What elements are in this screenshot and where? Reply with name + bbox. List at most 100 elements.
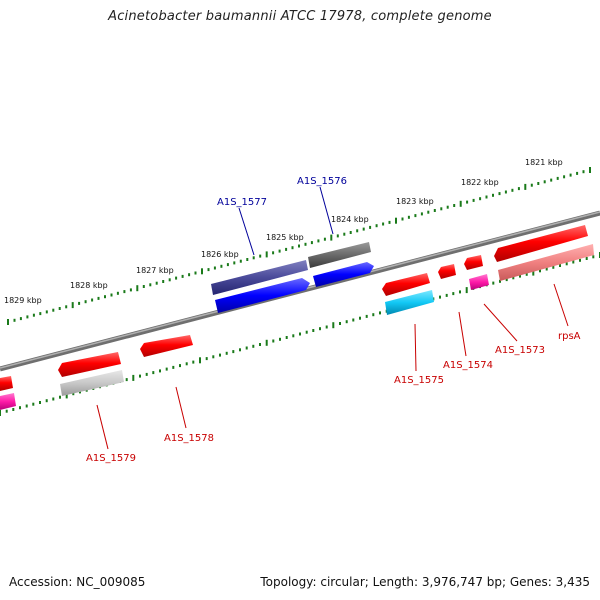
ruler-minor-tick xyxy=(319,327,321,331)
ruler-minor-tick xyxy=(13,318,16,322)
gene-feature-A1S_1579[interactable] xyxy=(58,352,121,377)
ruler-major-tick xyxy=(332,322,335,329)
ruler-minor-tick xyxy=(466,200,469,204)
ruler-minor-tick xyxy=(25,404,28,408)
gene-feature-A1S_1573[interactable] xyxy=(464,255,483,270)
ruler-minor-tick xyxy=(530,183,533,187)
tick-label: 1826 kbp xyxy=(201,250,239,259)
ruler-minor-tick xyxy=(336,234,339,238)
gene-feature-A1S_1575[interactable] xyxy=(382,273,430,296)
tick-ruler-upper xyxy=(7,167,591,325)
ruler-minor-tick xyxy=(159,369,161,373)
gene-label: A1S_1576 xyxy=(297,176,347,187)
ruler-minor-tick xyxy=(492,281,495,285)
gene-feature-offscreen-left[interactable] xyxy=(0,376,16,410)
ruler-minor-tick xyxy=(499,279,501,283)
tick-label: 1829 kbp xyxy=(4,296,42,305)
ruler-minor-tick xyxy=(407,215,410,219)
ruler-minor-tick xyxy=(525,272,528,276)
ruler-minor-tick xyxy=(552,265,555,269)
ruler-major-tick xyxy=(0,410,1,416)
ruler-minor-tick xyxy=(292,334,295,338)
gene-feature-A1S_1578[interactable] xyxy=(140,335,193,357)
ruler-minor-tick xyxy=(291,246,294,250)
ruler-minor-tick xyxy=(414,214,417,218)
ruler-minor-tick xyxy=(278,249,281,253)
ruler-minor-tick xyxy=(427,210,430,214)
tick-label: 1827 kbp xyxy=(136,266,174,275)
ruler-major-tick xyxy=(265,339,268,346)
ruler-major-tick xyxy=(201,268,203,275)
ruler-minor-tick xyxy=(123,290,126,294)
ruler-minor-tick xyxy=(246,258,249,261)
ruler-minor-tick xyxy=(349,231,352,234)
ruler-minor-tick xyxy=(272,339,275,343)
ruler-minor-tick xyxy=(188,273,191,277)
ruler-major-tick xyxy=(136,285,139,292)
ruler-minor-tick xyxy=(440,207,443,211)
genome-summary-text: Topology: circular; Length: 3,976,747 bp… xyxy=(260,575,590,589)
ruler-minor-tick xyxy=(576,171,579,175)
ruler-minor-tick xyxy=(39,312,42,316)
ruler-minor-tick xyxy=(252,344,255,348)
ruler-minor-tick xyxy=(543,180,546,184)
ruler-minor-tick xyxy=(312,329,315,332)
ruler-minor-tick xyxy=(104,295,106,299)
tick-label: 1823 kbp xyxy=(396,197,434,206)
ruler-minor-tick xyxy=(272,251,275,255)
ruler-minor-tick xyxy=(52,308,55,312)
ruler-minor-tick xyxy=(245,346,248,350)
ruler-minor-tick xyxy=(362,227,365,231)
gene-feature-A1S_1579-cds[interactable] xyxy=(60,370,124,396)
gene-feature-A1S_1575-cds[interactable] xyxy=(385,290,434,315)
ruler-minor-tick xyxy=(446,205,449,209)
gene-labels: A1S_1576 A1S_1577 A1S_1575 A1S_1574 A1S_… xyxy=(86,176,581,464)
ruler-minor-tick xyxy=(39,401,41,404)
ruler-minor-tick xyxy=(379,311,381,315)
ruler-minor-tick xyxy=(19,317,22,321)
ruler-minor-tick xyxy=(569,173,572,177)
gene-feature-rpsA-cds[interactable] xyxy=(498,244,594,281)
ruler-minor-tick xyxy=(233,261,236,265)
ruler-major-tick xyxy=(199,357,201,364)
ruler-minor-tick xyxy=(339,322,341,325)
ruler-minor-tick xyxy=(359,316,361,320)
ruler-minor-tick xyxy=(298,244,300,248)
ruler-minor-tick xyxy=(343,232,346,236)
ruler-minor-tick xyxy=(45,310,48,314)
ruler-minor-tick xyxy=(572,260,575,264)
ruler-minor-tick xyxy=(213,266,216,270)
ruler-minor-tick xyxy=(59,395,61,399)
ruler-minor-tick xyxy=(142,285,145,288)
ruler-minor-tick xyxy=(194,271,197,275)
gene-feature-A1S_1576-cds[interactable] xyxy=(308,242,371,268)
gene-feature-A1S_1576[interactable] xyxy=(313,262,374,287)
ruler-major-tick xyxy=(532,269,535,276)
gene-feature-A1S_1574[interactable] xyxy=(438,264,456,279)
ruler-minor-tick xyxy=(172,365,175,369)
gene-feature-A1S_1577[interactable] xyxy=(215,278,310,313)
ruler-minor-tick xyxy=(550,178,553,182)
ruler-minor-tick xyxy=(72,392,75,396)
ruler-minor-tick xyxy=(152,371,155,375)
ruler-minor-tick xyxy=(511,188,514,192)
ruler-minor-tick xyxy=(317,239,320,243)
ruler-minor-tick xyxy=(559,264,561,267)
ruler-minor-tick xyxy=(420,212,423,216)
ruler-minor-tick xyxy=(259,254,262,258)
ruler-minor-tick xyxy=(323,237,326,241)
ruler-minor-tick xyxy=(304,242,307,246)
ruler-minor-tick xyxy=(84,300,87,304)
ruler-minor-tick xyxy=(279,337,281,341)
gene-feature-A1S_1577-cds[interactable] xyxy=(211,260,308,295)
gene-label: A1S_1577 xyxy=(217,197,267,208)
ruler-minor-tick xyxy=(232,350,235,354)
ruler-minor-tick xyxy=(45,399,48,403)
ruler-minor-tick xyxy=(439,295,441,299)
ruler-minor-tick xyxy=(179,364,181,368)
ruler-minor-tick xyxy=(181,274,184,278)
gene-feature-A1S_1573-cds[interactable] xyxy=(469,274,489,290)
ruler-minor-tick xyxy=(259,343,261,346)
gene-feature-rpsA[interactable] xyxy=(494,225,588,262)
